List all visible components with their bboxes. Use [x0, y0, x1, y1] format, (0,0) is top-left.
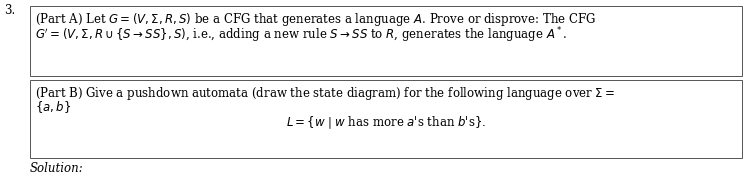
Text: Solution:: Solution: [30, 162, 84, 175]
Text: $L = \{w \mid w$ has more $a$'s than $b$'s$\}.$: $L = \{w \mid w$ has more $a$'s than $b$… [286, 114, 486, 131]
Text: (Part B) Give a pushdown automata (draw the state diagram) for the following lan: (Part B) Give a pushdown automata (draw … [35, 85, 616, 102]
Bar [30, 6, 742, 76]
Text: 3.: 3. [4, 4, 15, 17]
Text: (Part A) Let $G = (V, \Sigma, R, S)$ be a CFG that generates a language $A$. Pro: (Part A) Let $G = (V, \Sigma, R, S)$ be … [35, 11, 596, 28]
Text: $G^{\prime} = (V, \Sigma, R \cup \{S \rightarrow SS\}, S)$, i.e., adding a new r: $G^{\prime} = (V, \Sigma, R \cup \{S \ri… [35, 26, 567, 45]
Bar [30, 80, 742, 158]
Text: $\{a, b\}$: $\{a, b\}$ [35, 99, 71, 115]
